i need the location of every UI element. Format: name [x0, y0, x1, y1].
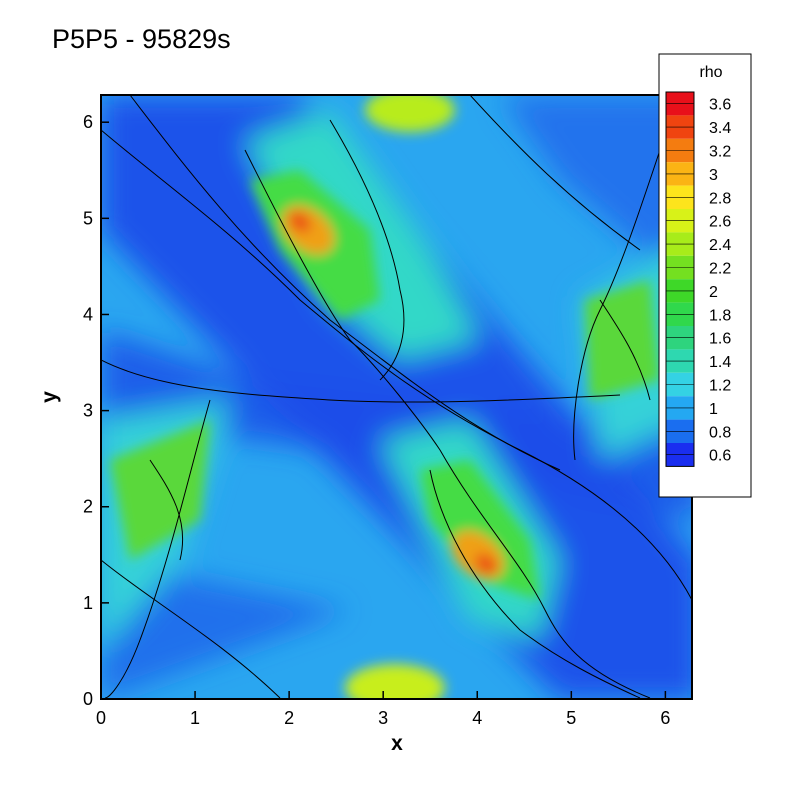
dense-blob	[345, 664, 445, 699]
x-tick-label: 5	[566, 708, 576, 728]
chart-title: P5P5 - 95829s	[52, 24, 231, 54]
contour-line	[104, 399, 211, 699]
x-tick-label: 1	[190, 708, 200, 728]
legend-levels: 3.6 3.4 3.2 3 2.8 2.6 2.4 2.2 2 1.8 1.6 1.4 1.2 1 0.8 0…	[665, 91, 731, 467]
low-density-band	[500, 95, 692, 294]
dense-regions	[110, 95, 660, 699]
x-tick-label: 6	[660, 708, 670, 728]
contour-lines	[101, 95, 692, 699]
contour-line	[573, 149, 661, 461]
contour-line	[244, 149, 651, 699]
contour-line	[429, 469, 641, 699]
legend-label: 1.8	[709, 307, 731, 324]
density-field	[101, 95, 692, 699]
y-tick-label: 2	[83, 497, 93, 517]
contour-line	[101, 559, 281, 699]
contour-line	[101, 129, 692, 601]
x-tick-label: 2	[284, 708, 294, 728]
contour-line	[129, 95, 561, 471]
y-tick-label: 3	[83, 401, 93, 421]
contour-line	[149, 459, 184, 561]
colorbar-legend: rho 3.6 3.4 3.2 3 2.8 2.6 2.4 2.2 2 1.8 1.6 1.4 1.2 1…	[658, 53, 752, 498]
legend-label: 2.8	[709, 190, 731, 207]
y-tick-label: 0	[83, 689, 93, 709]
x-tick-label: 0	[96, 708, 106, 728]
legend-label: 1.6	[709, 331, 731, 348]
legend-label: 0.8	[709, 424, 731, 441]
dense-region	[420, 460, 540, 600]
legend-label: 0.6	[709, 448, 731, 465]
contour-line	[599, 299, 651, 401]
x-axis-label: x	[391, 732, 403, 755]
legend-label: 2.2	[709, 261, 731, 278]
legend-label: 3.6	[709, 97, 731, 114]
y-tick-label: 1	[83, 593, 93, 613]
y-tick-label: 6	[83, 112, 93, 132]
legend-label: 3	[709, 167, 718, 184]
x-tick-label: 4	[472, 708, 482, 728]
low-density-band	[101, 560, 350, 699]
legend-label: 1.4	[709, 354, 731, 371]
dense-peak	[289, 212, 311, 232]
dense-region	[110, 420, 210, 560]
y-tick-label: 4	[83, 304, 93, 324]
x-axis: 0 1 2 3 4 5 6 x	[96, 691, 670, 755]
contour-line	[101, 359, 621, 403]
legend-label: 3.2	[709, 144, 731, 161]
legend-label: 2.6	[709, 214, 731, 231]
plot-area	[100, 94, 693, 700]
x-tick-label: 3	[378, 708, 388, 728]
legend-title: rho	[699, 64, 722, 81]
legend-label: 1.2	[709, 378, 731, 395]
legend-label: 1	[709, 401, 718, 418]
legend-bar-frame	[665, 91, 695, 467]
dense-blob	[365, 95, 455, 132]
contour-line	[329, 119, 405, 381]
y-axis-label: y	[38, 391, 61, 403]
legend-label: 2.4	[709, 237, 731, 254]
y-axis: 0 1 2 3 4 5 6 y	[38, 112, 109, 709]
legend-label: 3.4	[709, 120, 731, 137]
y-tick-label: 5	[83, 208, 93, 228]
legend-label: 2	[709, 284, 718, 301]
y-tick-group: 0 1 2 3 4 5 6	[83, 112, 109, 709]
x-tick-group: 0 1 2 3 4 5 6	[96, 691, 670, 728]
dense-peak	[475, 554, 497, 574]
contour-line	[469, 95, 641, 251]
low-density-band	[101, 330, 692, 519]
dense-region	[585, 280, 660, 400]
